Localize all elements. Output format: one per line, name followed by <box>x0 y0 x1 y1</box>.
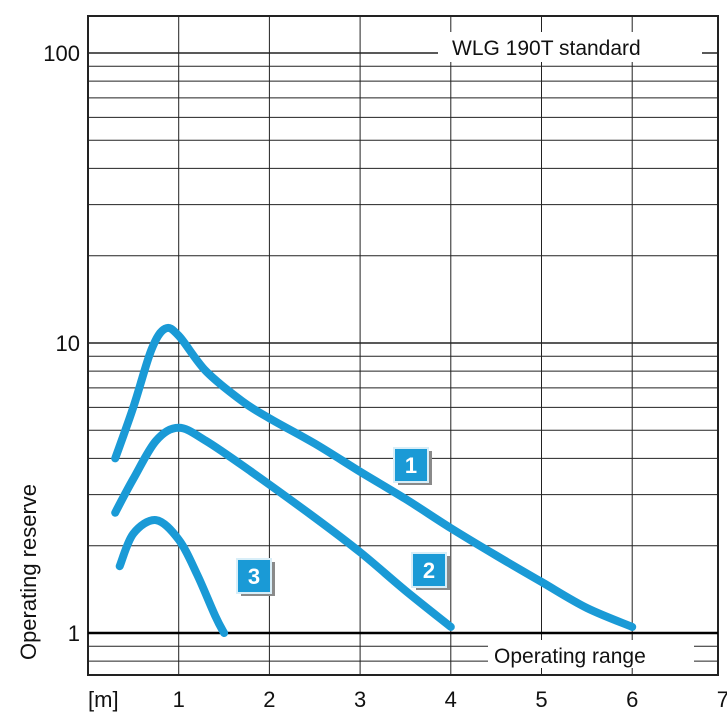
x-tick-label: 3 <box>354 687 366 712</box>
series-tag-2: 2 <box>411 552 450 590</box>
x-tick-labels: 1 2 3 4 5 6 7 <box>173 687 727 712</box>
x-tick-label: 2 <box>263 687 275 712</box>
x-tick-label: 4 <box>445 687 457 712</box>
x-tick-label: 5 <box>535 687 547 712</box>
x-tick-label: 7 <box>717 687 727 712</box>
series-tags: 1 2 3 <box>236 447 450 596</box>
series-tag-3: 3 <box>236 558 275 596</box>
series-layer <box>111 323 637 637</box>
series-tag-label: 3 <box>248 564 260 589</box>
series-tag-label: 1 <box>405 453 417 478</box>
y-tick-label: 1 <box>68 621 80 646</box>
title-box <box>438 32 702 62</box>
series-tag-label: 2 <box>423 558 435 583</box>
y-tick-label: 10 <box>56 331 80 356</box>
chart-title: WLG 190T standard <box>452 37 641 60</box>
series-tag-box <box>236 558 272 594</box>
y-tick-labels: 1 10 100 <box>43 41 80 646</box>
series-line-2 <box>111 423 455 631</box>
series-tag-box <box>411 552 447 588</box>
x-axis-unit-label: [m] <box>88 687 119 712</box>
x-tick-label: 6 <box>626 687 638 712</box>
y-axis-label: Operating reserve <box>16 484 41 660</box>
plot-frame <box>87 15 719 676</box>
series-line-3 <box>115 516 229 637</box>
operating-range-label-box <box>488 640 694 668</box>
series-tag-box <box>393 447 429 483</box>
x-tick-label: 1 <box>173 687 185 712</box>
operating-range-label: Operating range <box>494 645 646 668</box>
series-line-1 <box>111 323 637 631</box>
y-tick-label: 100 <box>43 41 80 66</box>
series-tag-1: 1 <box>393 447 432 485</box>
